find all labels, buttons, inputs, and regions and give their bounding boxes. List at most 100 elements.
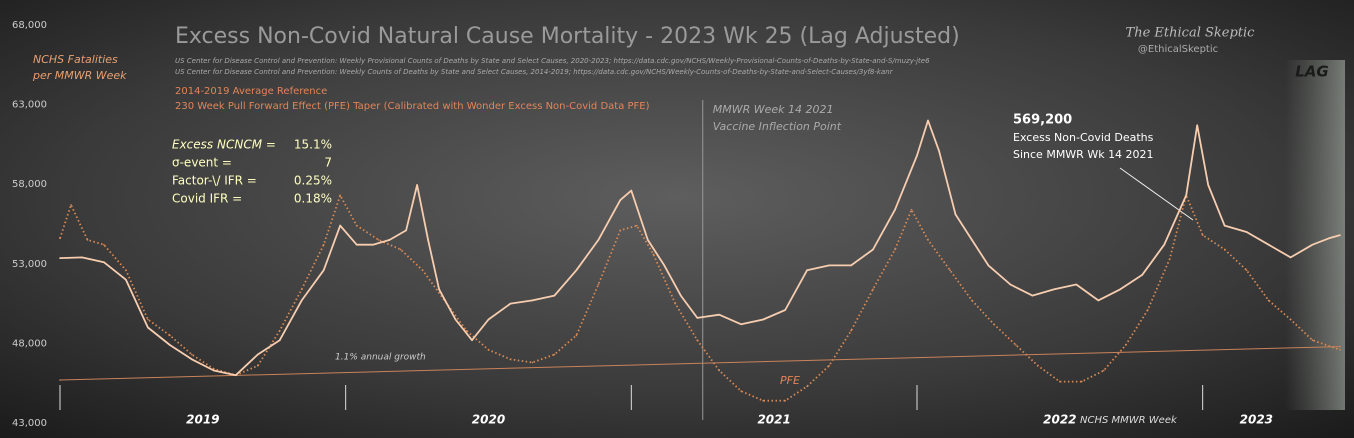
data-point: [509, 302, 512, 305]
data-point: [663, 264, 666, 267]
data-point: [910, 208, 913, 211]
data-point: [454, 318, 457, 321]
data-point: [696, 317, 699, 319]
data-point: [575, 269, 578, 271]
year-label: 2021: [757, 413, 790, 427]
data-point: [377, 239, 380, 241]
data-point: [718, 313, 721, 316]
data-point: [679, 294, 682, 297]
y-tick-label: 63,000: [12, 100, 47, 111]
data-point: [1339, 345, 1341, 348]
data-point: [850, 264, 852, 267]
data-point: [872, 288, 874, 291]
data-point: [531, 361, 534, 364]
year-label: 2020: [472, 413, 505, 427]
data-point: [652, 253, 655, 256]
data-point: [762, 399, 764, 402]
data-point: [339, 194, 341, 197]
x-axis-label: NCHS MMWR Week: [1080, 415, 1178, 426]
data-point: [954, 213, 957, 216]
legend-label: 230 Week Pull Forward Effect (PFE) Taper…: [175, 101, 650, 112]
source: US Center for Disease Control and Preven…: [175, 57, 930, 65]
data-point: [575, 334, 578, 337]
data-point: [234, 374, 237, 377]
data-point: [213, 368, 215, 370]
data-point: [1015, 344, 1017, 346]
data-point: [278, 339, 281, 342]
data-point: [1339, 348, 1341, 351]
data-point: [597, 239, 600, 241]
inflection-label: MMWR Week 14 2021: [713, 103, 834, 116]
data-point: [553, 294, 556, 297]
stat-value: 0.18%: [294, 192, 332, 206]
total-text: Excess Non-Covid Deaths: [1013, 131, 1154, 144]
pfe-label: PFE: [780, 374, 800, 387]
brand: The Ethical Skeptic: [1126, 26, 1256, 41]
data-point: [256, 364, 259, 367]
data-point: [850, 329, 852, 332]
data-point: [949, 269, 951, 271]
data-point: [938, 149, 940, 152]
stat-label: σ-event =: [172, 156, 232, 170]
data-point: [1223, 224, 1226, 227]
data-point: [59, 237, 61, 240]
data-point: [1097, 299, 1100, 302]
data-point: [619, 229, 622, 232]
y-tick-label: 58,000: [12, 179, 47, 190]
data-point: [70, 204, 72, 206]
stat-label: Factor-\/ IFR =: [172, 174, 257, 188]
data-point: [169, 344, 171, 346]
data-point: [597, 283, 600, 286]
data-point: [300, 299, 303, 302]
data-point: [927, 119, 929, 122]
data-point: [59, 257, 61, 259]
y-tick-label: 53,000: [12, 259, 47, 270]
data-point: [1185, 194, 1187, 197]
data-point: [828, 364, 830, 367]
data-point: [1267, 299, 1270, 302]
data-point: [971, 239, 973, 241]
data-point: [339, 224, 341, 227]
data-point: [916, 154, 918, 157]
data-point: [987, 264, 990, 267]
data-point: [1339, 234, 1341, 236]
data-point: [993, 323, 995, 326]
data-point: [421, 269, 424, 271]
year-label: 2023: [1240, 413, 1273, 427]
lag-shade: [1285, 60, 1345, 410]
series-line: [59, 346, 1341, 381]
data-point: [1053, 288, 1056, 291]
data-point: [619, 199, 622, 201]
data-point: [59, 379, 61, 381]
y-axis-label: NCHS Fatalities: [33, 53, 118, 66]
data-point: [927, 239, 929, 241]
source: US Center for Disease Control and Preven…: [175, 68, 894, 76]
y-tick-label: 68,000: [12, 20, 47, 31]
total-text: Since MMWR Wk 14 2021: [1013, 148, 1154, 161]
data-point: [1119, 288, 1122, 291]
chart-title: Excess Non-Covid Natural Cause Mortality…: [175, 24, 960, 49]
data-point: [169, 334, 171, 337]
data-point: [125, 269, 127, 271]
data-point: [355, 224, 358, 227]
data-point: [213, 369, 215, 372]
data-point: [1037, 364, 1039, 367]
data-point: [1196, 124, 1198, 127]
series-line: [59, 119, 1341, 377]
data-point: [405, 229, 407, 232]
data-point: [828, 264, 830, 267]
annotation-arrow: [1119, 167, 1194, 221]
data-point: [718, 369, 721, 372]
growth-label: 1.1% annual growth: [335, 353, 426, 363]
data-point: [300, 288, 303, 291]
data-point: [1009, 283, 1012, 286]
data-point: [1311, 339, 1314, 342]
data-point: [125, 278, 127, 281]
data-point: [696, 339, 699, 342]
data-point: [322, 269, 325, 271]
data-point: [647, 239, 649, 241]
data-point: [1163, 243, 1166, 246]
data-point: [674, 302, 677, 305]
